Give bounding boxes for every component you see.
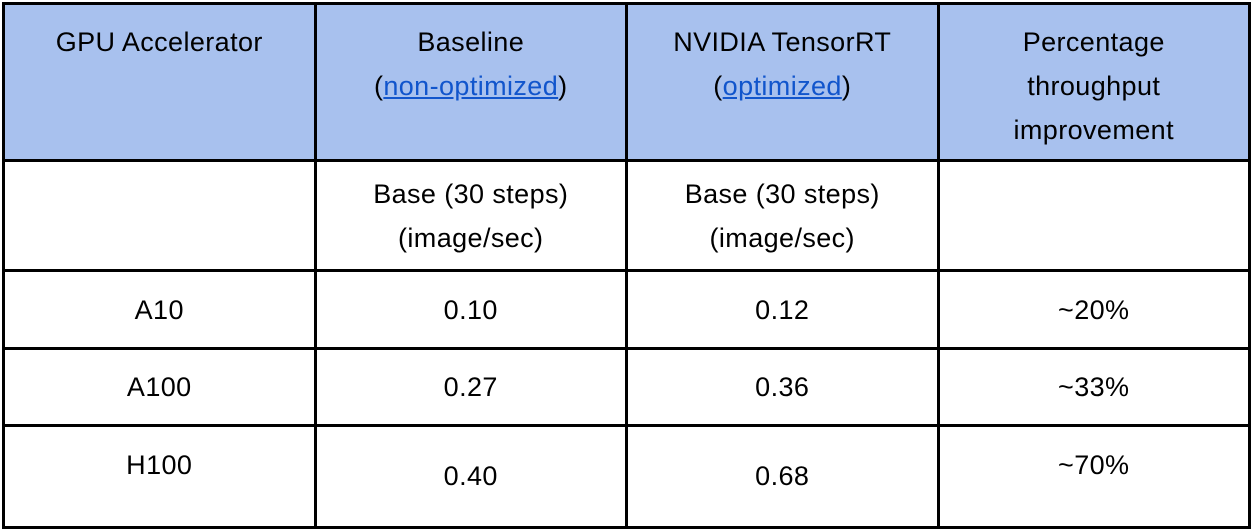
table-row: A100 0.27 0.36 ~33%: [2, 347, 1251, 427]
cell-improvement: ~20%: [936, 269, 1251, 350]
cell-tensorrt-throughput: 0.36: [625, 347, 940, 427]
cell-baseline-throughput: 0.27: [313, 347, 628, 427]
header-gpu-accelerator: GPU Accelerator: [2, 2, 317, 162]
cell-baseline-throughput: 0.40: [313, 424, 628, 529]
table-subheader-row: Base (30 steps) (image/sec) Base (30 ste…: [2, 159, 1251, 272]
paren-open: (: [713, 71, 723, 101]
subheader-baseline-line2: (image/sec): [398, 222, 544, 253]
cell-improvement: ~33%: [936, 347, 1251, 427]
header-baseline: Baseline (non-optimized): [313, 2, 628, 162]
header-tensorrt: NVIDIA TensorRT (optimized): [625, 2, 940, 162]
cell-gpu: A10: [2, 269, 317, 350]
subheader-baseline-line1: Base (30 steps): [373, 178, 569, 209]
paren-close: ): [841, 71, 852, 101]
table-row: H100 0.40 0.68 ~70%: [2, 424, 1251, 529]
non-optimized-link[interactable]: non-optimized: [383, 71, 559, 101]
header-gpu-accelerator-label: GPU Accelerator: [55, 27, 263, 57]
subheader-tensorrt-line2: (image/sec): [709, 222, 855, 253]
subheader-tensorrt-line1: Base (30 steps): [684, 178, 880, 209]
table-row: A10 0.10 0.12 ~20%: [2, 269, 1251, 350]
header-baseline-subtitle: (non-optimized): [317, 64, 626, 108]
subheader-baseline: Base (30 steps) (image/sec): [313, 159, 628, 272]
header-baseline-title: Baseline: [417, 27, 525, 57]
subheader-tensorrt: Base (30 steps) (image/sec): [625, 159, 940, 272]
paren-close: ): [558, 71, 568, 101]
cell-gpu: H100: [2, 424, 317, 529]
cell-gpu: A100: [2, 347, 317, 427]
cell-baseline-throughput: 0.10: [313, 269, 628, 350]
optimized-link[interactable]: optimized: [722, 71, 842, 101]
table-header-row: GPU Accelerator Baseline (non-optimized)…: [2, 2, 1251, 162]
header-tensorrt-title: NVIDIA TensorRT: [673, 27, 892, 57]
cell-tensorrt-throughput: 0.12: [625, 269, 940, 350]
cell-tensorrt-throughput: 0.68: [625, 424, 940, 529]
cell-improvement: ~70%: [936, 424, 1251, 529]
header-improvement-label: Percentage throughput improvement: [1013, 27, 1174, 145]
subheader-gpu-empty: [2, 159, 317, 272]
header-tensorrt-subtitle: (optimized): [628, 64, 937, 108]
subheader-improvement-empty: [936, 159, 1251, 272]
paren-open: (: [373, 71, 384, 101]
header-improvement: Percentage throughput improvement: [936, 2, 1251, 162]
